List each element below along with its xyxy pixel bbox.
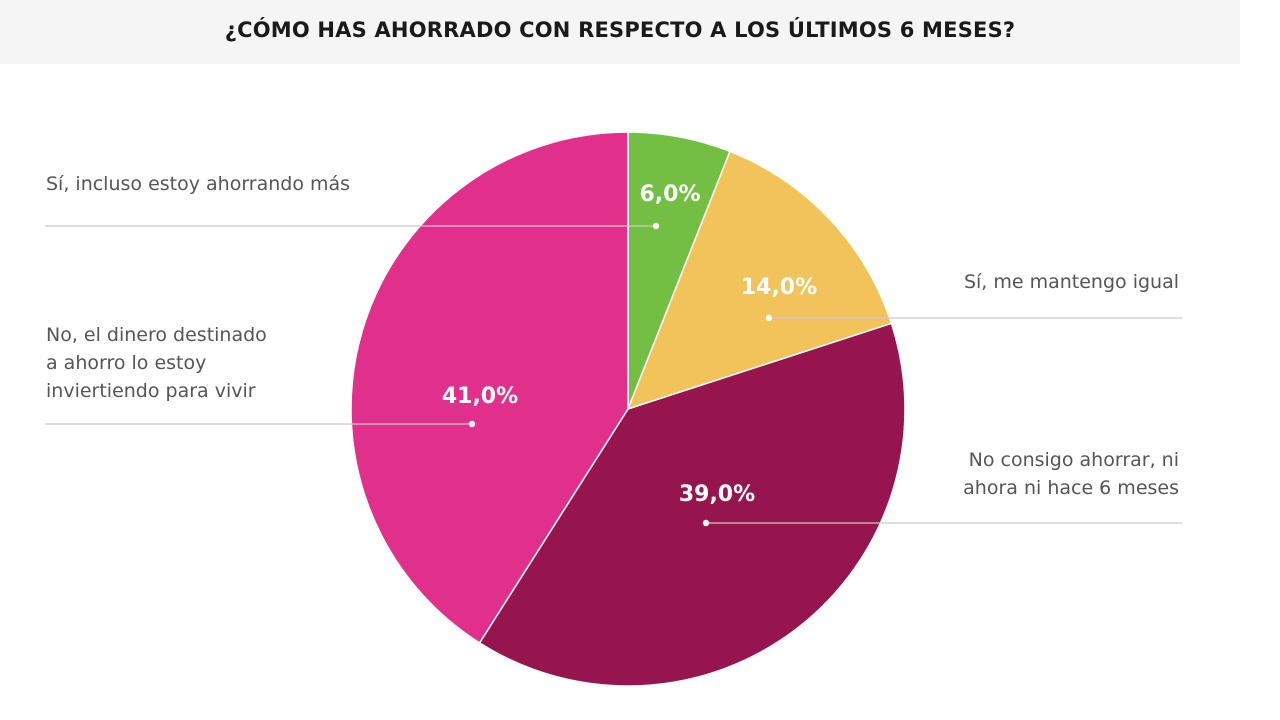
- category-label: No consigo ahorrar, ni: [969, 449, 1179, 471]
- title-band: [0, 0, 1240, 64]
- data-label: 6,0%: [639, 182, 700, 207]
- category-label: Sí, me mantengo igual: [964, 271, 1179, 293]
- leader-dot: [468, 420, 476, 428]
- category-label: inviertiendo para vivir: [46, 380, 256, 402]
- data-label: 39,0%: [679, 482, 755, 507]
- data-label: 41,0%: [442, 384, 518, 409]
- category-label: a ahorro lo estoy: [46, 352, 206, 374]
- category-label: ahora ni hace 6 meses: [963, 477, 1179, 499]
- category-label: No, el dinero destinado: [46, 324, 267, 346]
- leader-dot: [765, 314, 773, 322]
- data-label: 14,0%: [741, 275, 817, 300]
- leader-dot: [652, 222, 660, 230]
- pie-slice: [478, 322, 906, 687]
- pie-slice: [350, 131, 629, 644]
- chart-title: ¿CÓMO HAS AHORRADO CON RESPECTO A LOS ÚL…: [224, 18, 1016, 42]
- leader-dot: [702, 519, 710, 527]
- category-label: Sí, incluso estoy ahorrando más: [46, 173, 350, 195]
